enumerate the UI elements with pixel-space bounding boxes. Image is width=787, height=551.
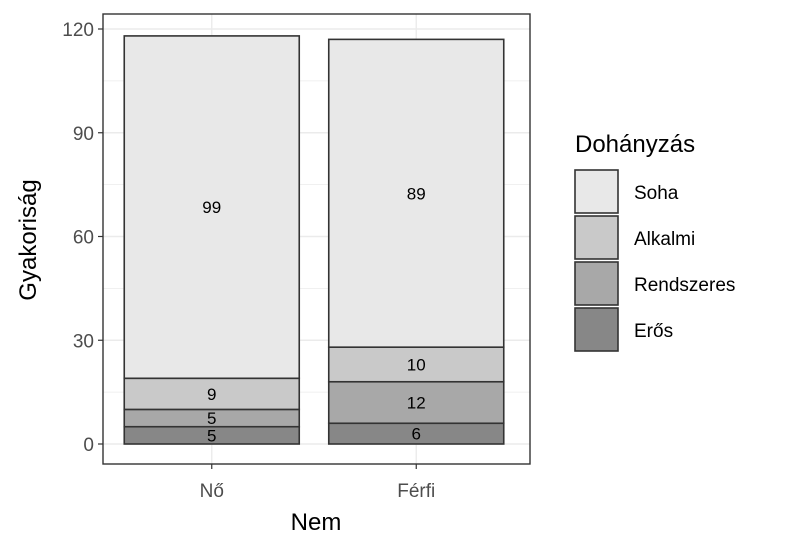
y-tick-label: 0	[83, 435, 94, 456]
bar-value-label: 10	[407, 355, 426, 374]
y-axis: 0 30 60 90 120	[62, 20, 103, 456]
y-tick-label: 60	[73, 228, 94, 249]
y-axis-title: Gyakoriság	[15, 179, 42, 300]
legend-key	[574, 261, 619, 306]
y-tick-label: 30	[73, 331, 94, 352]
legend-key	[574, 307, 619, 352]
bar-segment	[327, 346, 505, 383]
legend-label: Alkalmi	[634, 229, 695, 250]
legend-title: Dohányzás	[575, 131, 695, 158]
x-tick-label: Férfi	[397, 481, 435, 502]
bar-segment	[123, 377, 301, 411]
legend-key	[574, 215, 619, 260]
bar-value-label: 12	[407, 394, 426, 413]
x-axis-title: Nem	[291, 509, 342, 536]
bar-value-label: 6	[412, 425, 421, 444]
bar-value-label: 9	[207, 385, 216, 404]
legend: Dohányzás Soha Alkalmi Rendszeres Erős	[574, 131, 735, 352]
bar-segment	[123, 35, 301, 380]
panel-border	[102, 13, 531, 465]
y-tick-label: 120	[62, 20, 94, 41]
bar-segment	[327, 380, 505, 425]
legend-label: Erős	[634, 321, 673, 342]
legend-key	[574, 169, 619, 214]
bar-value-label: 89	[407, 184, 426, 203]
bar-value-label: 5	[207, 426, 216, 445]
legend-label: Rendszeres	[634, 275, 735, 296]
panel-border-layer	[102, 13, 531, 465]
bars	[123, 35, 505, 445]
y-tick-label: 90	[73, 124, 94, 145]
legend-label: Soha	[634, 183, 679, 204]
x-tick-label: Nő	[200, 481, 224, 502]
bar-segment	[327, 38, 505, 348]
bar-value-label: 5	[207, 409, 216, 428]
bar-value-label: 99	[202, 198, 221, 217]
x-axis: Nő Férfi	[200, 464, 435, 502]
